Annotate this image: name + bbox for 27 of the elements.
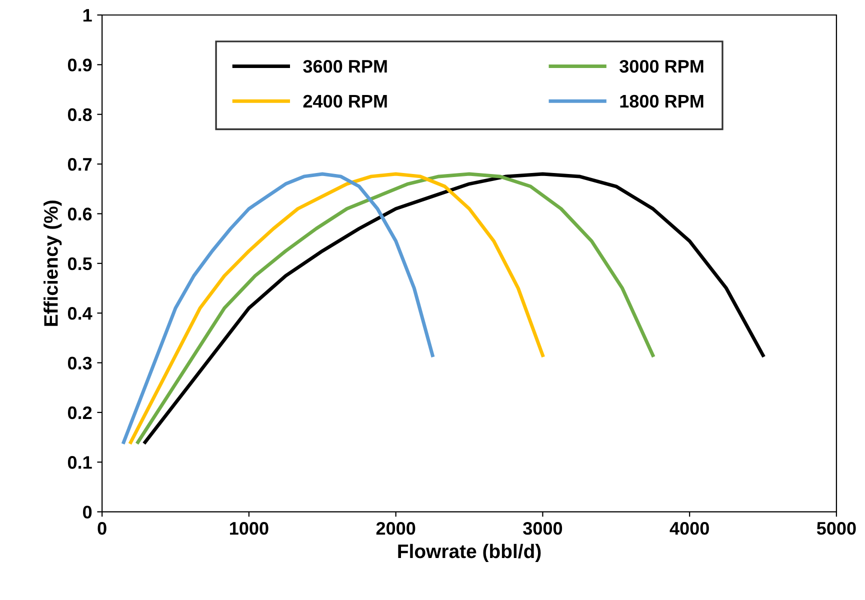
legend-label: 2400 RPM [303,94,387,108]
y-tick-label: 0.6 [68,208,92,220]
line-series [143,172,765,444]
x-tick-label: 3000 [523,522,562,535]
y-tick-label: 0.9 [68,58,92,72]
legend-label: 3600 RPM [303,60,387,73]
legend-label: 3000 RPM [620,60,704,73]
line-series [128,172,544,444]
y-tick-label: 0.7 [68,158,92,171]
y-tick-label: 0.4 [68,307,92,320]
x-tick-label: 5000 [816,522,856,535]
y-tick-label: 0.1 [68,456,92,469]
y-tick-label: 0.3 [68,356,92,370]
x-tick-label: 4000 [670,522,709,535]
y-tick-label: 0.8 [68,108,92,122]
line-series [122,172,434,444]
x-tick-label: 1000 [230,522,268,535]
y-axis-title: Efficiency (%) [44,200,62,326]
x-tick-label: 0 [98,522,106,535]
x-axis-title: Flowrate (bbl/d) [398,544,541,562]
x-tick-label: 2000 [376,522,416,535]
line-series [136,172,655,444]
y-tick-label: 0.5 [68,257,92,270]
y-tick-label: 0.2 [68,406,92,420]
y-tick-label: 1 [83,9,92,22]
y-tick-label: 0 [83,506,92,519]
legend-label: 1800 RPM [620,94,704,108]
